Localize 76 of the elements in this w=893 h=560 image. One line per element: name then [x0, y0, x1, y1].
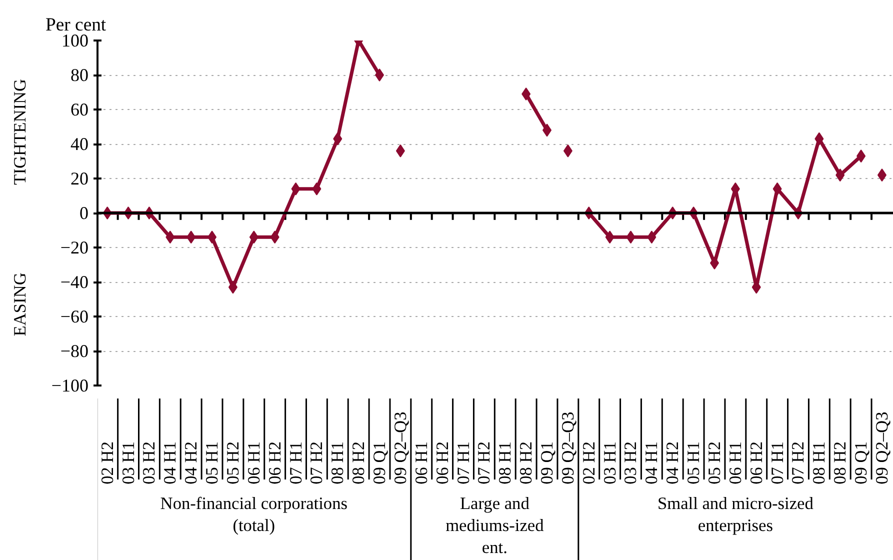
- point: [375, 68, 384, 82]
- x-tick-label: 08 H1: [496, 442, 515, 484]
- y-tick-label: 0: [80, 203, 88, 223]
- x-tick-label: 03 H1: [118, 442, 138, 484]
- x-tick-label: 04 H1: [642, 442, 662, 484]
- point: [396, 144, 405, 158]
- y-tick-label: 60: [70, 100, 88, 120]
- y-tick-label: −100: [51, 376, 89, 396]
- y-tick-label: 40: [70, 134, 88, 154]
- x-tick-label: 05 H1: [202, 442, 222, 484]
- text: Non-financial corporations (total): [160, 494, 348, 535]
- text: Large and mediums-ized ent.: [446, 494, 544, 557]
- point: [856, 150, 866, 163]
- point: [249, 230, 258, 244]
- x-tick-label: 05 H1: [684, 442, 704, 484]
- point: [166, 230, 175, 244]
- x-tick-label: 06 H2: [265, 442, 284, 484]
- text: EASING: [10, 272, 30, 336]
- point: [522, 87, 531, 100]
- point: [312, 182, 322, 196]
- x-tick-label: 08 H2: [830, 442, 850, 484]
- x-tick-label: 04 H1: [160, 442, 180, 484]
- x-tick-label: 02 H2: [98, 442, 117, 484]
- point: [626, 230, 636, 244]
- x-tick-label: 02 H2: [579, 442, 598, 484]
- x-tick-label: 06 H1: [726, 442, 745, 484]
- point: [814, 132, 824, 146]
- x-tick-label: 08 H1: [810, 442, 829, 484]
- x-tick-label: 08 H2: [349, 442, 368, 484]
- x-tick-label: 08 H2: [516, 442, 536, 484]
- text: Small and micro-sized enterprises: [657, 494, 814, 535]
- x-tick-label: 07 H2: [788, 442, 808, 484]
- x-tick-label: 05 H2: [704, 442, 724, 484]
- x-tick-label: 09 Q1: [370, 442, 390, 484]
- x-tick-label: 04 H2: [663, 442, 682, 484]
- point: [186, 230, 196, 244]
- point: [270, 230, 280, 244]
- x-tick-label: 07 H1: [768, 442, 787, 484]
- point: [208, 230, 217, 244]
- point: [647, 230, 656, 244]
- x-tick-label: 03 H2: [621, 442, 640, 484]
- x-tick-label: 06 H1: [412, 442, 431, 484]
- point: [228, 280, 238, 294]
- point: [836, 168, 845, 182]
- y-tick-label: −40: [60, 272, 89, 292]
- x-tick-label: 03 H2: [140, 442, 159, 484]
- x-tick-label: 08 H1: [328, 442, 348, 484]
- x-tick-label: 07 H2: [307, 442, 326, 484]
- x-tick-label: 06 H1: [244, 442, 264, 484]
- point: [877, 168, 886, 182]
- y-tick-label: −20: [60, 238, 89, 258]
- y-tick-label: 20: [70, 168, 88, 188]
- point: [605, 230, 614, 244]
- x-tick-label: 03 H1: [600, 442, 620, 484]
- point: [542, 124, 552, 137]
- x-tick-label: 07 H2: [474, 442, 494, 484]
- text: TIGHTENING: [10, 78, 30, 185]
- point: [291, 182, 300, 196]
- x-tick-label: 09 Q2–Q3: [872, 412, 892, 484]
- x-tick-label: 06 H2: [746, 442, 766, 484]
- x-tick-label: 04 H2: [182, 442, 201, 484]
- y-tick-label: −80: [60, 341, 89, 361]
- x-tick-label: 09 Q1: [538, 442, 557, 484]
- point: [710, 256, 719, 270]
- y-tick-label: −60: [60, 306, 89, 326]
- x-tick-label: 09 Q1: [852, 442, 871, 484]
- point: [563, 144, 572, 158]
- x-tick-label: 07 H1: [286, 442, 306, 484]
- x-tick-label: 05 H2: [223, 442, 242, 484]
- x-tick-label: 06 H2: [432, 442, 452, 484]
- x-tick-label: 09 Q2–Q3: [390, 412, 410, 484]
- point: [772, 182, 782, 196]
- y-tick-label: 80: [70, 65, 88, 85]
- x-tick-label: 09 Q2–Q3: [558, 412, 578, 484]
- point: [333, 132, 342, 146]
- x-tick-label: 07 H1: [454, 442, 473, 484]
